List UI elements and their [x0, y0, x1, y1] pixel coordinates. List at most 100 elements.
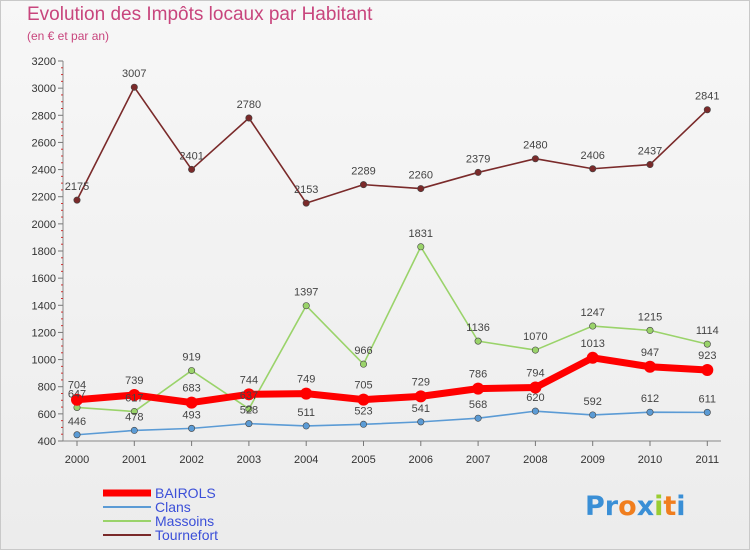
series-line-massoins [76, 245, 708, 413]
x-tick-label: 2003 [237, 454, 261, 466]
data-point-massoins [703, 340, 711, 348]
data-point-tournefort [531, 155, 539, 163]
data-point-massoins [188, 367, 196, 375]
data-point-clans [417, 418, 425, 426]
x-tick-label: 2000 [65, 454, 89, 466]
data-label: 3007 [122, 68, 146, 80]
data-label: 2406 [580, 150, 604, 162]
data-label: 2289 [351, 166, 375, 178]
data-label: 1247 [580, 307, 604, 319]
data-point-bairols [185, 396, 198, 409]
y-tick-label: 1000 [32, 355, 56, 367]
chart-title: Evolution des Impôts locaux par Habitant [27, 4, 373, 25]
data-point-tournefort [359, 181, 367, 189]
data-label: 2175 [65, 181, 89, 193]
proxiti-logo: Proxiti [585, 491, 686, 522]
x-tick-label: 2010 [638, 454, 662, 466]
data-point-clans [188, 424, 196, 432]
x-tick-label: 2009 [580, 454, 604, 466]
data-point-tournefort [646, 161, 654, 169]
legend-label: Massoins [155, 513, 214, 529]
data-point-bairols [128, 388, 141, 401]
data-point-bairols [701, 364, 714, 377]
y-tick-label: 1600 [32, 273, 56, 285]
data-point-clans [703, 408, 711, 416]
data-label: 647 [68, 388, 86, 400]
y-tick-label: 1800 [32, 246, 56, 258]
y-tick-label: 2600 [32, 137, 56, 149]
data-label: 729 [412, 376, 430, 388]
data-label: 592 [584, 396, 602, 408]
logo-letter: i [654, 491, 664, 522]
data-label: 966 [354, 345, 372, 357]
data-point-clans [589, 411, 597, 419]
chart-subtitle: (en € et par an) [27, 29, 110, 43]
data-label: 739 [125, 375, 143, 387]
data-label: 612 [641, 393, 659, 405]
x-tick-label: 2008 [523, 454, 547, 466]
legend-label: Clans [155, 499, 191, 515]
data-label: 2153 [294, 184, 318, 196]
data-point-massoins [474, 337, 482, 345]
data-point-clans [474, 414, 482, 422]
data-label: 744 [240, 374, 258, 386]
x-tick-label: 2006 [409, 454, 433, 466]
data-point-tournefort [188, 165, 196, 173]
data-point-clans [531, 407, 539, 415]
data-point-massoins [245, 405, 253, 413]
data-label: 786 [469, 369, 487, 381]
data-label: 794 [526, 368, 544, 380]
data-point-bairols [586, 351, 599, 364]
data-point-bairols [357, 393, 370, 406]
legend-label: Tournefort [155, 527, 218, 543]
data-point-bairols [242, 388, 255, 401]
data-point-tournefort [417, 185, 425, 193]
data-point-tournefort [245, 114, 253, 122]
logo-letter: i [676, 491, 686, 522]
data-label: 1215 [638, 311, 662, 323]
data-label: 2480 [523, 140, 547, 152]
data-point-bairols [529, 381, 542, 394]
y-tick-label: 800 [38, 382, 56, 394]
data-point-massoins [646, 326, 654, 334]
data-label: 1136 [466, 322, 490, 334]
data-label: 446 [68, 416, 86, 428]
data-point-clans [359, 420, 367, 428]
data-point-clans [73, 431, 81, 439]
data-label: 947 [641, 347, 659, 359]
data-label: 620 [526, 392, 544, 404]
y-tick-label: 400 [38, 436, 56, 448]
legend-label: BAIROLS [155, 485, 216, 501]
data-point-bairols [414, 390, 427, 403]
data-point-bairols [300, 387, 313, 400]
series-line-tournefort [76, 86, 708, 204]
data-label: 2437 [638, 146, 662, 158]
data-label: 2379 [466, 153, 490, 165]
data-label: 2780 [237, 99, 261, 111]
data-point-massoins [417, 243, 425, 251]
data-label: 493 [182, 409, 200, 421]
logo-letter: P [585, 491, 605, 522]
data-label: 919 [182, 352, 200, 364]
data-label: 1070 [523, 331, 547, 343]
data-point-clans [130, 426, 138, 434]
data-label: 705 [354, 380, 372, 392]
data-point-clans [245, 420, 253, 428]
data-point-bairols [71, 393, 83, 406]
data-label: 704 [68, 380, 86, 392]
data-label: 1397 [294, 287, 318, 299]
data-label: 611 [699, 393, 717, 405]
data-point-tournefort [73, 196, 81, 204]
y-tick-label: 600 [38, 409, 56, 421]
x-tick-label: 2004 [294, 454, 318, 466]
logo-letter: t [663, 491, 677, 522]
x-tick-label: 2005 [351, 454, 375, 466]
data-label: 478 [125, 411, 143, 423]
data-label: 2260 [409, 170, 433, 182]
data-label: 528 [240, 405, 258, 417]
data-point-massoins [302, 302, 310, 310]
series-line-clans [76, 410, 708, 436]
data-point-clans [646, 408, 654, 416]
